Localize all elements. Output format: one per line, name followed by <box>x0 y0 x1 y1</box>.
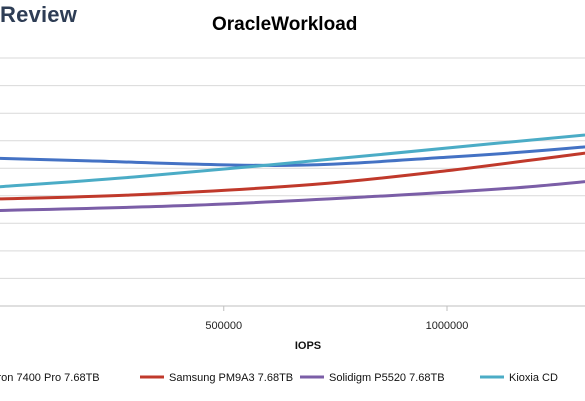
chart-title: OracleWorkload <box>212 14 358 35</box>
legend-label: Samsung PM9A3 7.68TB <box>169 372 293 384</box>
series-line-2 <box>0 151 585 201</box>
legend: cron 7400 Pro 7.68TB Samsung PM9A3 7.68TB… <box>0 372 558 384</box>
series-lines <box>0 133 585 212</box>
series-line-1 <box>0 145 585 167</box>
legend-label: cron 7400 Pro 7.68TB <box>0 372 100 384</box>
legend-label: Solidigm P5520 7.68TB <box>329 372 445 384</box>
x-tick-label: 1000000 <box>426 320 469 332</box>
x-tick-label: 500000 <box>205 320 242 332</box>
series-line-3 <box>0 180 585 212</box>
series-line-4 <box>0 133 585 189</box>
gridlines <box>0 57 585 279</box>
site-logo-text: Review <box>0 2 78 27</box>
x-axis-ticks: 500000100000015000002000000 <box>205 306 469 332</box>
legend-label: Kioxia CD <box>509 372 558 384</box>
x-axis-title: IOPS <box>295 340 321 352</box>
